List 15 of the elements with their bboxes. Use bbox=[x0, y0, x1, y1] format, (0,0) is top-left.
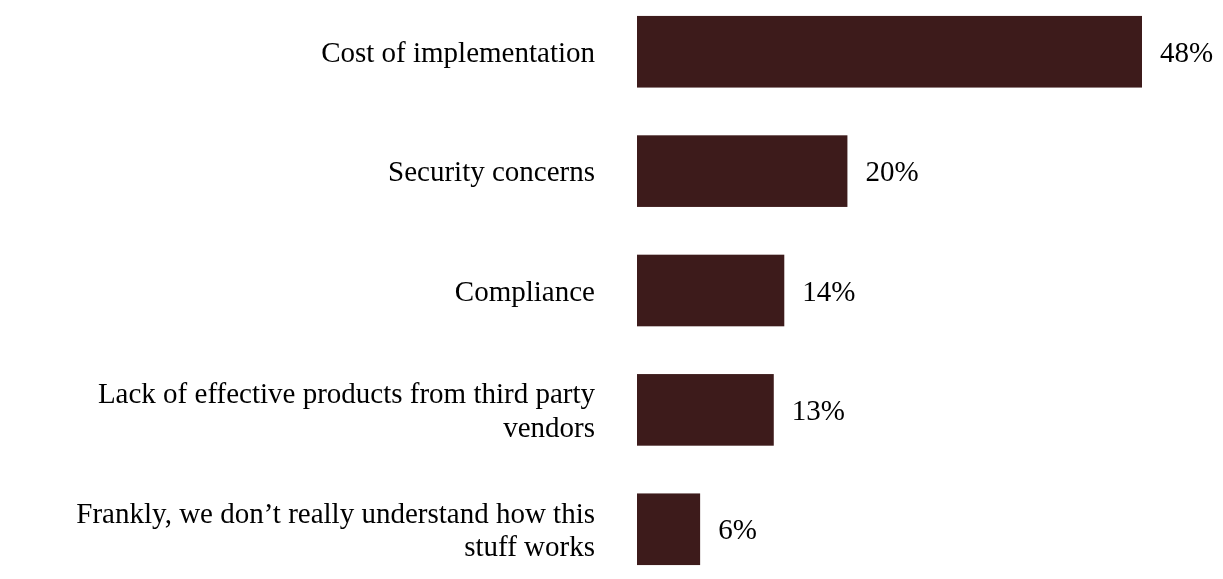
y-tick-label: Frankly, we don’t really understand how this stuff works bbox=[76, 496, 595, 562]
bar bbox=[637, 135, 848, 207]
bar bbox=[637, 254, 785, 327]
y-tick-label: Lack of effective products from third party vendors bbox=[97, 377, 596, 443]
y-tick-label: Compliance bbox=[454, 274, 595, 307]
bar bbox=[637, 493, 701, 566]
bar bbox=[637, 374, 774, 446]
data-label: 13% bbox=[791, 393, 845, 426]
data-label: 48% bbox=[1160, 35, 1214, 68]
y-tick-label: Cost of implementation bbox=[321, 35, 596, 68]
data-label: 14% bbox=[802, 274, 856, 307]
y-tick-label: Security concerns bbox=[388, 155, 595, 188]
data-label: 6% bbox=[718, 513, 757, 546]
data-label: 20% bbox=[865, 155, 919, 188]
bar bbox=[637, 15, 1142, 88]
